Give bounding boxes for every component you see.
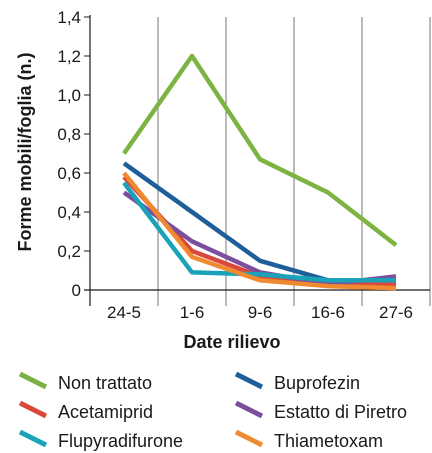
y-tick-label: 0	[72, 281, 81, 300]
x-tick-label: 24-5	[107, 303, 141, 322]
y-tick-label: 0,2	[57, 242, 81, 261]
legend-item: Flupyradifurone	[18, 429, 183, 451]
x-tick-label: 16-6	[311, 303, 345, 322]
y-tick-label: 0,8	[57, 125, 81, 144]
x-tick-label: 27-6	[379, 303, 413, 322]
legend: Non trattato Buprofezin Acetamiprid Estatto…	[18, 371, 407, 451]
y-tick-label: 1,4	[57, 8, 81, 27]
grid	[157, 17, 431, 306]
legend-label: Flupyradifurone	[58, 431, 183, 451]
x-axis-ticks: 24-5 1-6 9-6 16-6 27-6	[107, 303, 413, 322]
legend-item: Thiametoxam	[234, 429, 383, 451]
x-tick-label: 9-6	[248, 303, 273, 322]
legend-swatch	[234, 400, 264, 419]
y-tick-label: 0,6	[57, 164, 81, 183]
legend-swatch	[18, 371, 48, 390]
legend-swatch	[18, 429, 48, 448]
legend-label: Acetamiprid	[58, 402, 153, 422]
series-line	[122, 171, 397, 291]
series-line	[122, 181, 396, 283]
legend-label: Thiametoxam	[274, 431, 383, 451]
y-axis-ticks: 0 0,2 0,4 0,6 0,8 1,0 1,2 1,4	[57, 8, 90, 300]
legend-item: Non trattato	[18, 371, 152, 393]
series-line	[122, 53, 398, 247]
y-tick-label: 1,0	[57, 86, 81, 105]
legend-label: Buprofezin	[274, 373, 360, 393]
axes	[84, 15, 430, 306]
legend-swatch	[234, 371, 264, 390]
legend-item: Buprofezin	[234, 371, 360, 393]
legend-swatch	[234, 429, 264, 448]
legend-item: Estatto di Piretro	[234, 400, 407, 422]
legend-swatch	[18, 400, 48, 419]
x-tick-label: 1-6	[180, 303, 205, 322]
y-tick-label: 0,4	[57, 203, 81, 222]
x-axis-title: Date rilievo	[183, 332, 280, 352]
y-axis-title: Forme mobili/foglia (n.)	[15, 53, 35, 252]
series-lines	[122, 53, 398, 291]
y-tick-label: 1,2	[57, 47, 81, 66]
legend-label: Non trattato	[58, 373, 152, 393]
legend-label: Estatto di Piretro	[274, 402, 407, 422]
legend-item: Acetamiprid	[18, 400, 153, 422]
